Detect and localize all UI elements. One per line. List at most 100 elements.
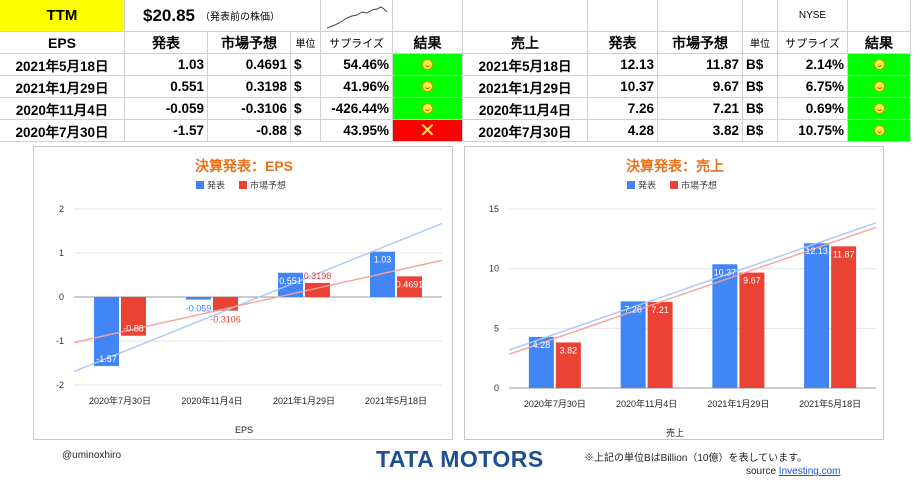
sales_table-actual-cell: 10.37 <box>588 76 658 98</box>
sales-result-header: 結果 <box>848 32 911 54</box>
trendline <box>508 222 877 351</box>
price-cell: $20.85 （発表前の株価） <box>125 0 321 32</box>
sales_table-surprise-cell: 2.14% <box>778 54 848 76</box>
tata-motors-logo: TATA MOTORS <box>376 446 544 472</box>
sales_table-forecast-cell: 3.82 <box>658 120 743 142</box>
sales_table-actual-cell: 12.13 <box>588 54 658 76</box>
y-tick-label: 10 <box>489 264 499 274</box>
trendline <box>508 226 877 356</box>
sales_table-result-cell <box>848 76 911 98</box>
actual-bar <box>804 243 830 388</box>
sales_table-surprise-value: 2.14% <box>805 57 844 72</box>
sales-chart-panel: 決算発表：売上 発表 市場予想 15 10 5 0 2020年7月30日 2020年11月4日 2… <box>464 146 884 440</box>
eps_table-surprise-cell: -426.44% <box>321 98 393 120</box>
eps_table-surprise-cell: 41.96% <box>321 76 393 98</box>
smiley-icon <box>422 81 433 92</box>
forecast-value-label: 0.3198 <box>304 271 332 281</box>
sales_table-date-value: 2020年11月4日 <box>478 102 572 118</box>
legend-label: 市場予想 <box>250 180 286 191</box>
eps_table-surprise-cell: 54.46% <box>321 54 393 76</box>
actual-value-label: 7.26 <box>624 304 642 314</box>
eps_table-date-value: 2020年11月4日 <box>15 102 109 118</box>
legend-label: 発表 <box>638 180 656 191</box>
cross-icon: ✕ <box>419 120 436 142</box>
source-link[interactable]: Investing.com <box>778 466 841 477</box>
trendline <box>73 222 443 373</box>
header-empty-6 <box>848 0 911 32</box>
forecast-value-label: 11.87 <box>833 249 855 259</box>
sales_table-forecast-value: 3.82 <box>712 123 739 138</box>
header-empty-2 <box>463 0 588 32</box>
forecast-value-label: 0.4691 <box>396 279 424 289</box>
eps_table-date-value: 2020年7月30日 <box>15 124 109 140</box>
actual-bar <box>620 301 646 388</box>
actual-value-label: 12.13 <box>805 246 828 256</box>
sales_table-actual-value: 7.26 <box>627 101 654 116</box>
sales_table-forecast-value: 7.21 <box>712 101 739 116</box>
sales_table-result-cell <box>848 54 911 76</box>
sales_table-unit-value: B$ <box>746 101 764 116</box>
sales_table-unit-cell: B$ <box>743 120 778 142</box>
sales_table-unit-value: B$ <box>746 79 764 94</box>
sales_table-surprise-cell: 0.69% <box>778 98 848 120</box>
legend-swatch <box>239 181 247 189</box>
x-axis-title: 売上 <box>666 427 684 438</box>
eps-actual-header: 発表 <box>125 32 208 54</box>
price-note: （発表前の株価） <box>200 12 280 23</box>
sales_table-date-cell: 2021年5月18日 <box>463 54 588 76</box>
actual-value-label: 4.28 <box>533 340 551 350</box>
sales-forecast-header: 市場予想 <box>658 32 743 54</box>
forecast-value-label: -0.3106 <box>210 315 241 325</box>
smiley-icon <box>873 59 885 70</box>
eps_table-date-cell: 2020年11月4日 <box>0 98 125 120</box>
sales_table-surprise-cell: 10.75% <box>778 120 848 142</box>
y-tick-label: 0 <box>59 292 64 302</box>
y-tick-label: 0 <box>494 383 499 393</box>
eps_table-forecast-cell: 0.4691 <box>208 54 291 76</box>
sales_table-date-value: 2020年7月30日 <box>478 124 572 140</box>
sales_table-forecast-value: 11.87 <box>705 57 739 72</box>
smiley-icon <box>873 103 885 114</box>
smiley-icon <box>873 81 885 92</box>
eps_table-actual-cell: -1.57 <box>125 120 208 142</box>
eps_table-unit-cell: $ <box>291 76 321 98</box>
ticker-cell: TTM <box>0 0 125 32</box>
actual-value-label: 0.551 <box>279 276 302 286</box>
sales_table-actual-value: 10.37 <box>620 79 654 94</box>
x-tick-label: 2021年5月18日 <box>365 395 427 406</box>
eps_table-date-value: 2021年1月29日 <box>15 80 109 96</box>
y-tick-label: -1 <box>56 336 64 346</box>
eps_table-forecast-value: -0.88 <box>256 123 287 138</box>
forecast-bar <box>739 272 765 388</box>
eps_table-actual-cell: -0.059 <box>125 98 208 120</box>
eps_table-surprise-value: -426.44% <box>331 101 389 116</box>
eps_table-date-cell: 2021年1月29日 <box>0 76 125 98</box>
sales_table-date-value: 2021年5月18日 <box>478 58 572 74</box>
eps_table-date-cell: 2021年5月18日 <box>0 54 125 76</box>
eps-unit-header: 単位 <box>291 32 321 54</box>
y-tick-label: 2 <box>59 204 64 214</box>
eps-chart: 決算発表：EPS 発表 市場予想 2 1 0 -1 -2 2020年7月30日 2020年11月4… <box>56 158 443 435</box>
legend-swatch <box>627 181 635 189</box>
exchange-label: NYSE <box>798 10 827 21</box>
x-tick-label: 2020年11月4日 <box>181 395 242 406</box>
forecast-bar <box>397 276 422 297</box>
x-axis-title: EPS <box>235 425 253 435</box>
y-tick-label: -2 <box>56 380 64 390</box>
eps_table-result-cell <box>393 76 463 98</box>
eps_table-unit-cell: $ <box>291 98 321 120</box>
eps_table-actual-value: -0.059 <box>165 101 204 116</box>
actual-bar <box>370 251 395 297</box>
eps_table-actual-cell: 1.03 <box>125 54 208 76</box>
sales_table-forecast-cell: 7.21 <box>658 98 743 120</box>
header-empty-3 <box>588 0 658 32</box>
eps_table-forecast-cell: -0.3106 <box>208 98 291 120</box>
actual-value-label: -1.57 <box>96 354 117 364</box>
forecast-value-label: 7.21 <box>651 305 669 315</box>
actual-value-label: -0.059 <box>186 304 212 314</box>
sales_table-forecast-cell: 9.67 <box>658 76 743 98</box>
y-tick-label: 1 <box>59 248 64 258</box>
forecast-value-label: 3.82 <box>560 345 578 355</box>
actual-value-label: 10.37 <box>714 267 737 277</box>
smiley-icon <box>422 59 433 70</box>
